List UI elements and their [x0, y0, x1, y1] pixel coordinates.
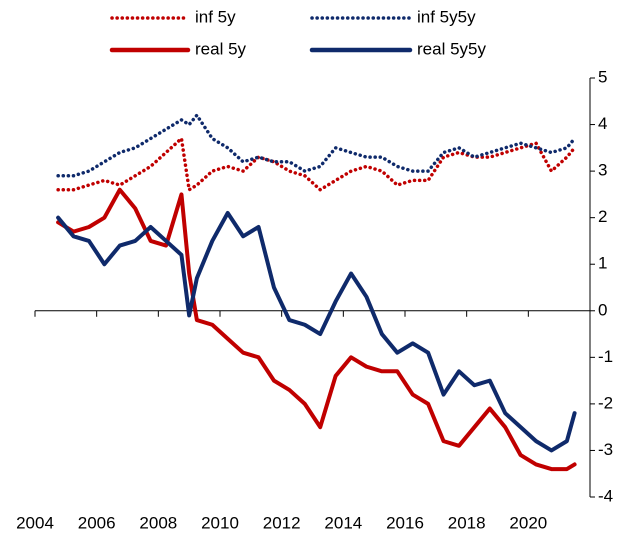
y-tick-label: 2: [598, 207, 607, 226]
y-tick-label: 1: [598, 254, 607, 273]
x-tick-label: 2016: [386, 513, 424, 532]
y-tick-label: -4: [598, 486, 613, 505]
series-line: [56, 187, 577, 472]
y-tick-label: 0: [598, 300, 607, 319]
series-line: [56, 211, 577, 453]
y-tick-label: -2: [598, 393, 613, 412]
x-tick-label: 2010: [201, 513, 239, 532]
y-tick-label: 4: [598, 114, 607, 133]
series-line: [56, 113, 577, 178]
y-tick-label: 5: [598, 67, 607, 86]
x-tick-label: 2012: [263, 513, 301, 532]
legend-label: inf 5y: [195, 7, 236, 26]
x-tick-label: 2018: [448, 513, 486, 532]
x-tick-label: 2004: [16, 513, 54, 532]
y-tick-label: 3: [598, 161, 607, 180]
x-tick-label: 2020: [509, 513, 547, 532]
x-tick-label: 2008: [139, 513, 177, 532]
legend-label: real 5y5y: [417, 39, 486, 58]
y-tick-label: -3: [598, 440, 613, 459]
x-tick-label: 2014: [324, 513, 362, 532]
legend-label: real 5y: [195, 39, 247, 58]
y-tick-label: -1: [598, 347, 613, 366]
legend-label: inf 5y5y: [417, 7, 476, 26]
series-line: [56, 136, 577, 192]
x-tick-label: 2006: [78, 513, 116, 532]
